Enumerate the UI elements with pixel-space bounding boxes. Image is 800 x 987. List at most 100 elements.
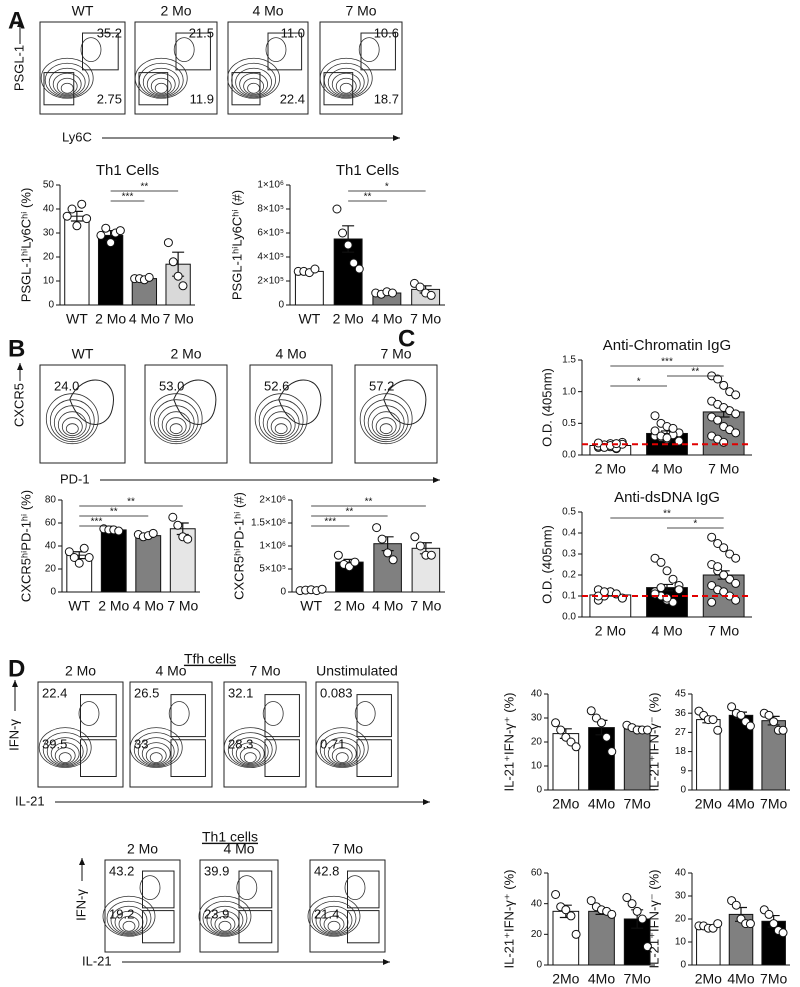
contour bbox=[50, 742, 80, 765]
data-point bbox=[731, 595, 741, 605]
gate bbox=[231, 72, 261, 106]
data-point bbox=[556, 725, 566, 735]
data-point bbox=[731, 428, 741, 438]
significance-label: ** bbox=[663, 509, 671, 520]
contour bbox=[61, 417, 83, 437]
data-point bbox=[719, 380, 729, 390]
x-tick-label: 4 Mo bbox=[651, 461, 682, 477]
x-tick-label: 7 Mo bbox=[708, 623, 739, 639]
gate-value: 21.5 bbox=[189, 25, 214, 40]
data-point bbox=[178, 281, 188, 291]
data-point bbox=[101, 223, 111, 233]
contour bbox=[231, 737, 269, 766]
y-tick-label: 30 bbox=[43, 228, 55, 239]
contour bbox=[235, 742, 265, 765]
contour bbox=[323, 737, 361, 766]
data-point bbox=[668, 423, 678, 433]
data-point bbox=[707, 581, 717, 590]
contour bbox=[335, 752, 349, 763]
contour bbox=[169, 423, 183, 435]
contour bbox=[270, 417, 292, 437]
data-point bbox=[707, 597, 717, 607]
x-tick-label: 7Mo bbox=[760, 796, 787, 812]
data-point bbox=[668, 574, 678, 584]
contour bbox=[142, 67, 180, 97]
x-tick-label: 4Mo bbox=[588, 971, 615, 987]
data-point bbox=[586, 896, 596, 906]
y-tick-label: 4×10⁵ bbox=[257, 252, 284, 263]
contour bbox=[46, 737, 84, 766]
y-tick-label: 1.5 bbox=[562, 355, 576, 366]
data-point bbox=[333, 550, 343, 560]
data-point bbox=[144, 272, 154, 282]
data-point bbox=[713, 562, 723, 572]
plot-header: 2 Mo bbox=[160, 3, 191, 19]
contour bbox=[335, 77, 357, 95]
significance-label: ** bbox=[140, 182, 148, 193]
significance-label: ** bbox=[127, 497, 135, 508]
y-tick-label: 1×10⁶ bbox=[259, 541, 286, 552]
y-tick-label: 45 bbox=[675, 689, 687, 700]
x-tick-label: 4 Mo bbox=[372, 598, 403, 614]
data-point bbox=[650, 553, 660, 563]
data-point bbox=[713, 725, 723, 735]
y-tick-label: 0 bbox=[280, 587, 286, 598]
y-tick-label: 60 bbox=[45, 518, 57, 529]
plot-frame bbox=[354, 364, 438, 464]
x-tick-label: 2Mo bbox=[552, 971, 579, 987]
x-axis-label: IL-21 bbox=[82, 953, 112, 968]
contour bbox=[274, 423, 288, 435]
y-axis-label: CXCR5ʰⁱPD-1ʰⁱ (#) bbox=[231, 492, 246, 600]
x-tick-label: WT bbox=[298, 311, 320, 327]
x-tick-label: 4 Mo bbox=[651, 623, 682, 639]
data-point bbox=[764, 710, 774, 720]
y-axis-label: CXCR5 bbox=[11, 383, 26, 427]
contour bbox=[319, 57, 373, 99]
gate-value: 18.7 bbox=[374, 92, 399, 107]
data-point bbox=[708, 715, 718, 725]
contour bbox=[262, 701, 284, 726]
y-tick-label: 80 bbox=[45, 495, 57, 506]
x-tick-label: 4 Mo bbox=[133, 598, 164, 614]
gate-value: 52.6 bbox=[264, 378, 289, 393]
y-tick-label: 36 bbox=[675, 708, 687, 719]
data-point bbox=[173, 520, 183, 530]
data-point bbox=[84, 553, 94, 562]
gate bbox=[323, 72, 354, 106]
contour bbox=[327, 67, 365, 97]
significance-label: ** bbox=[691, 367, 699, 378]
data-point bbox=[383, 548, 393, 558]
y-tick-label: 20 bbox=[43, 252, 55, 263]
data-point bbox=[656, 557, 666, 567]
contour bbox=[165, 417, 187, 437]
data-point bbox=[769, 919, 779, 929]
y-tick-label: 0.3 bbox=[562, 549, 576, 560]
chart-title: Th1 Cells bbox=[96, 162, 159, 179]
contour bbox=[161, 411, 191, 439]
y-tick-label: 40 bbox=[531, 898, 543, 909]
plot-frame bbox=[144, 364, 228, 464]
x-tick-label: 7 Mo bbox=[410, 311, 441, 327]
contour bbox=[227, 732, 273, 767]
contour bbox=[118, 915, 140, 933]
gate bbox=[142, 870, 175, 909]
data-point bbox=[642, 725, 652, 735]
data-point bbox=[79, 543, 89, 553]
data-point bbox=[731, 390, 741, 400]
significance-label: * bbox=[693, 519, 697, 530]
bar bbox=[623, 728, 651, 791]
x-axis-label: Ly6C bbox=[62, 129, 92, 144]
data-point bbox=[415, 541, 425, 551]
data-point bbox=[599, 587, 609, 597]
contour bbox=[173, 37, 195, 62]
data-point bbox=[778, 725, 788, 735]
data-point bbox=[571, 929, 581, 939]
data-point bbox=[343, 240, 353, 250]
y-tick-label: 0 bbox=[536, 960, 542, 971]
plot-header: Unstimulated bbox=[316, 663, 398, 679]
x-tick-label: 2 Mo bbox=[98, 598, 129, 614]
y-tick-label: 0.5 bbox=[562, 418, 576, 429]
contour bbox=[122, 920, 136, 932]
gate-value: 22.4 bbox=[42, 685, 67, 700]
